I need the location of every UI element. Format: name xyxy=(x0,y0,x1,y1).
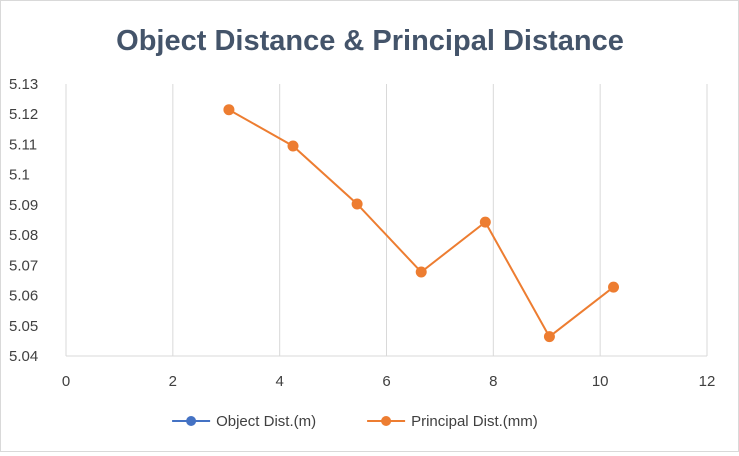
data-point xyxy=(608,281,620,293)
y-tick-label: 5.13 xyxy=(9,76,38,93)
gridlines xyxy=(172,84,708,356)
axes xyxy=(65,84,707,357)
x-tick-label: 2 xyxy=(169,373,177,390)
y-tick-label: 5.05 xyxy=(9,318,38,335)
data-point xyxy=(415,266,427,278)
y-tick-label: 5.1 xyxy=(9,167,30,184)
legend-marker-0 xyxy=(186,416,197,426)
data-point xyxy=(479,216,491,228)
x-tick-label: 6 xyxy=(382,373,390,390)
x-tick-label: 4 xyxy=(275,373,283,390)
data-point xyxy=(543,331,555,343)
data-point xyxy=(351,198,363,210)
y-tick-label: 5.06 xyxy=(9,288,38,305)
y-tick-label: 5.07 xyxy=(9,257,38,274)
series-layer xyxy=(223,104,620,343)
series-line-1 xyxy=(228,108,615,339)
data-point xyxy=(223,104,235,116)
y-tick-label: 5.04 xyxy=(9,348,38,365)
x-tick-label: 12 xyxy=(699,373,716,390)
data-point xyxy=(287,140,299,152)
x-tick-label: 10 xyxy=(592,373,609,390)
y-tick-label: 5.09 xyxy=(9,197,38,214)
legend-label-1: Principal Dist.(mm) xyxy=(411,413,538,430)
legend-label-0: Object Dist.(m) xyxy=(216,413,316,430)
y-tick-label: 5.11 xyxy=(9,136,37,153)
y-tick-label: 5.08 xyxy=(9,227,38,244)
tick-labels: 0 2 4 6 8 10 12 5.04 5.05 5.06 5.07 5.08 5.09 5.1 5.11… xyxy=(9,76,715,390)
y-tick-label: 5.12 xyxy=(9,106,38,123)
x-tick-label: 0 xyxy=(62,373,70,390)
legend-marker-1 xyxy=(381,416,392,426)
x-tick-label: 8 xyxy=(489,373,497,390)
chart-title: Object Distance & Principal Distance xyxy=(116,25,624,57)
legend: Object Dist.(m) Principal Dist.(mm) xyxy=(172,413,538,430)
